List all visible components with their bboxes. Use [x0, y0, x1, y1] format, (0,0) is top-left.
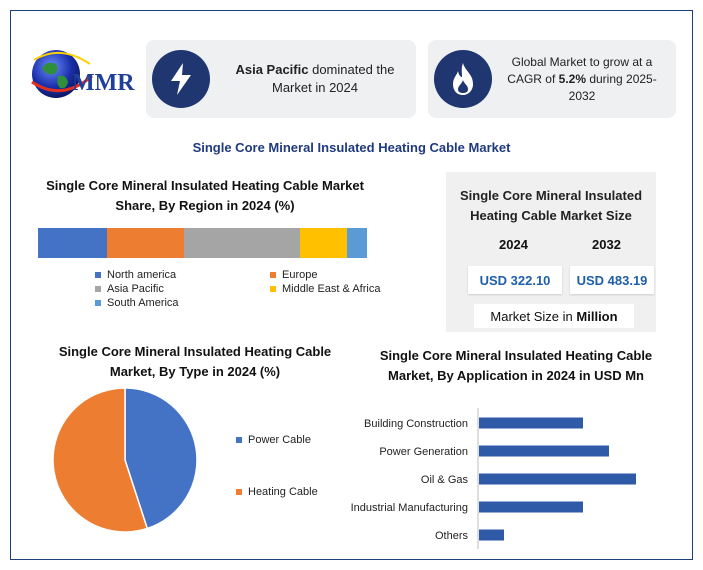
cagr-post: during 2025-2032 [568, 71, 657, 103]
insight-card-cagr: Global Market to grow at a CAGR of 5.2% … [428, 40, 676, 118]
insight-text-cagr: Global Market to grow at a CAGR of 5.2% … [502, 54, 662, 105]
legend-swatch [95, 300, 101, 306]
legend-swatch [95, 286, 101, 292]
legend-label: Power Cable [248, 434, 311, 446]
legend-item-europe: Europe [270, 269, 317, 281]
bar-segment-europe [107, 228, 185, 258]
legend-label: Asia Pacific [107, 283, 164, 295]
category-label: Building Construction [364, 418, 468, 430]
pie-slice-power-cable [124, 387, 198, 530]
cagr-value: 5.2% [558, 71, 586, 86]
bar-segment-north-america [38, 228, 108, 258]
market-size-title: Single Core Mineral Insulated Heating Ca… [459, 188, 643, 223]
category-label: Industrial Manufacturing [351, 502, 468, 514]
legend-swatch [270, 272, 276, 278]
legend-label: North america [107, 269, 177, 281]
application-chart-title: Single Core Mineral Insulated Heating Ca… [379, 348, 653, 383]
bar-power-generation [479, 445, 609, 457]
region-stacked-bar [38, 228, 367, 258]
legend-swatch [236, 437, 242, 443]
bar-others [479, 529, 504, 541]
legend-item-south-america: South America [95, 297, 179, 309]
year-2032: 2032 [592, 237, 621, 252]
year-2024: 2024 [499, 237, 528, 252]
infographic-frame [10, 10, 693, 560]
legend-swatch [95, 272, 101, 278]
legend-item-north-america: North america [95, 269, 176, 281]
type-pie-chart [52, 387, 198, 533]
category-label: Others [435, 530, 469, 542]
insight-highlight: Asia Pacific [235, 62, 309, 77]
legend-item-mea: Middle East & Africa [270, 283, 380, 295]
type-chart-title: Single Core Mineral Insulated Heating Ca… [58, 344, 332, 379]
bar-segment-middle-east-africa [299, 228, 348, 258]
page-title: Single Core Mineral Insulated Heating Ca… [192, 140, 511, 155]
unit-value: Million [576, 308, 618, 324]
mmr-globe-logo-icon [31, 50, 93, 98]
region-chart-title: Single Core Mineral Insulated Heating Ca… [46, 178, 364, 213]
cagr-pre: Global Market to grow at a CAGR of [507, 54, 653, 86]
market-size-unit: Market Size in Million [474, 304, 634, 328]
bar-segment-south-america [347, 228, 367, 258]
insight-rest: dominated the Market in 2024 [272, 62, 395, 95]
bar-oil-gas [479, 473, 636, 485]
market-value-2032: USD 483.19 [570, 266, 654, 294]
category-label: Power Generation [379, 446, 468, 458]
unit-label: Market Size in [490, 308, 573, 324]
flame-icon [434, 50, 492, 108]
legend-item-asia-pacific: Asia Pacific [95, 283, 164, 295]
legend-item-power-cable: Power Cable [236, 434, 311, 446]
legend-item-heating-cable: Heating Cable [236, 486, 318, 498]
legend-swatch [270, 286, 276, 292]
legend-swatch [236, 489, 242, 495]
application-bar-chart: Building Construction Power Generation Oil… [351, 408, 636, 549]
pie-slice-heating-cable [52, 387, 149, 533]
insight-text-region: Asia Pacific dominated the Market in 202… [222, 61, 408, 97]
legend-label: Heating Cable [248, 486, 318, 498]
legend-label: Europe [282, 269, 318, 281]
insight-card-region: Asia Pacific dominated the Market in 202… [146, 40, 416, 118]
logo-text: MMR [72, 70, 135, 96]
bar-industrial-manufacturing [479, 501, 583, 513]
market-value-2024: USD 322.10 [468, 266, 562, 294]
legend-label: Middle East & Africa [282, 283, 381, 295]
lightning-icon [152, 50, 210, 108]
legend-label: South America [107, 297, 179, 309]
bar-building-construction [479, 417, 583, 429]
category-label: Oil & Gas [421, 474, 469, 486]
bar-segment-asia-pacific [184, 228, 300, 258]
